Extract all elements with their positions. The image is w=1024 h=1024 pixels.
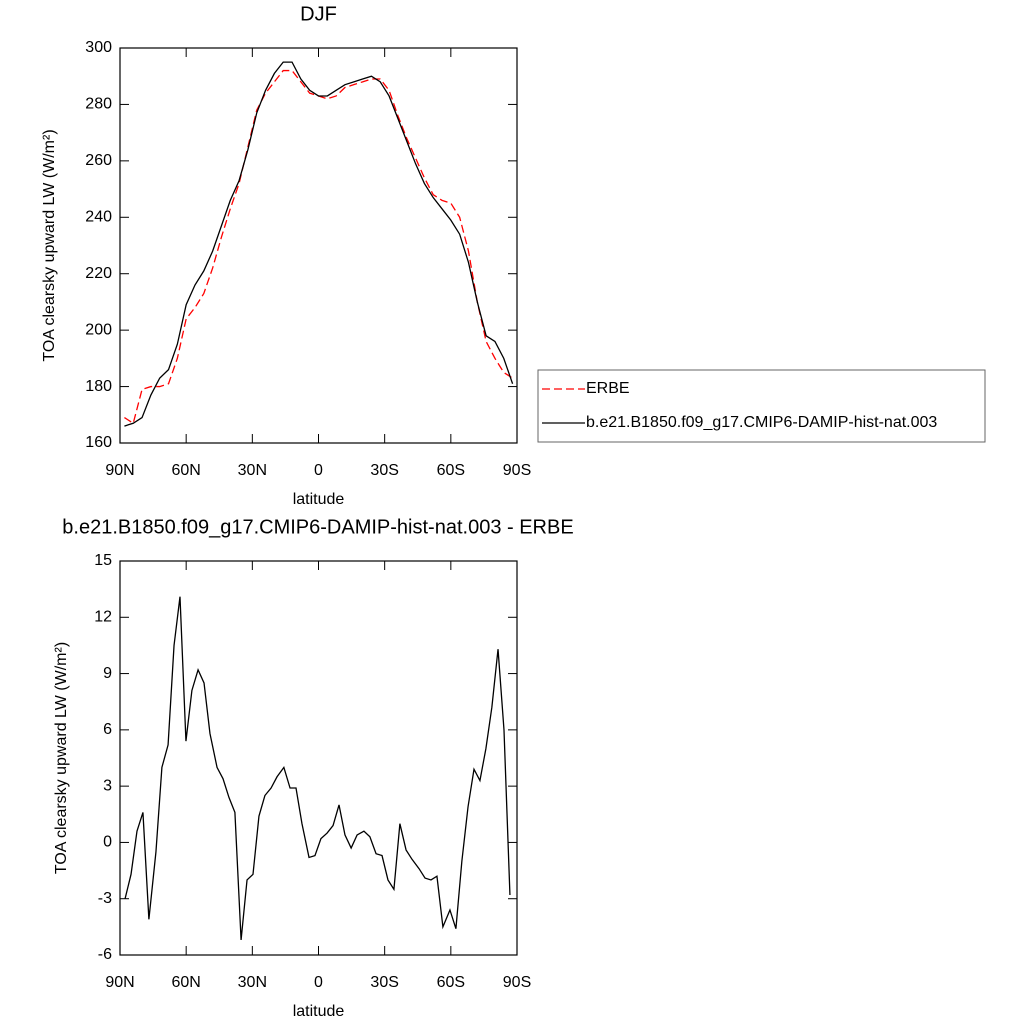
data-line [124, 596, 511, 941]
y-tick-label: 220 [85, 265, 112, 282]
x-tick-label: 30S [370, 974, 398, 991]
y-tick-label: 180 [85, 378, 112, 395]
y-tick-label: 280 [85, 96, 112, 113]
x-tick-label: 60N [171, 974, 200, 991]
legend-label: b.e21.B1850.f09_g17.CMIP6-DAMIP-hist-nat… [586, 414, 937, 431]
x-tick-label: 60N [171, 462, 200, 479]
x-axis-label: latitude [293, 491, 345, 508]
y-axis-label: TOA clearsky upward LW (W/m²) [41, 129, 58, 361]
y-tick-label: -3 [98, 890, 112, 907]
x-tick-label: 60S [437, 974, 465, 991]
x-tick-label: 90N [105, 462, 134, 479]
plot-frame [119, 560, 518, 956]
y-tick-label: 12 [94, 609, 112, 626]
x-tick-label: 30S [370, 462, 398, 479]
y-tick-label: 200 [85, 321, 112, 338]
data-line [124, 61, 514, 427]
x-tick-label: 30N [238, 974, 267, 991]
y-tick-label: 160 [85, 434, 112, 451]
legend-label: ERBE [586, 380, 630, 397]
y-tick-label: 6 [103, 721, 112, 738]
y-tick-label: -6 [98, 946, 112, 963]
x-tick-label: 30N [238, 462, 267, 479]
legend-box [537, 369, 986, 443]
x-tick-label: 90S [503, 974, 531, 991]
data-line [124, 69, 513, 425]
x-tick-label: 90N [105, 974, 134, 991]
chart-title: DJF [300, 3, 337, 25]
x-axis-label: latitude [293, 1003, 345, 1020]
plot-frame [119, 47, 518, 444]
chart-title: b.e21.B1850.f09_g17.CMIP6-DAMIP-hist-nat… [62, 516, 573, 538]
y-tick-label: 9 [103, 665, 112, 682]
y-tick-label: 300 [85, 39, 112, 56]
y-tick-label: 0 [103, 834, 112, 851]
y-tick-label: 260 [85, 152, 112, 169]
y-tick-label: 15 [94, 552, 112, 569]
x-tick-label: 90S [503, 462, 531, 479]
x-tick-label: 0 [314, 974, 323, 991]
x-tick-label: 0 [314, 462, 323, 479]
x-tick-label: 60S [437, 462, 465, 479]
legend: ERBE b.e21.B1850.f09_g17.CMIP6-DAMIP-hist… [537, 369, 986, 443]
y-axis-label: TOA clearsky upward LW (W/m²) [53, 642, 70, 874]
y-tick-label: 3 [103, 777, 112, 794]
y-tick-label: 240 [85, 209, 112, 226]
